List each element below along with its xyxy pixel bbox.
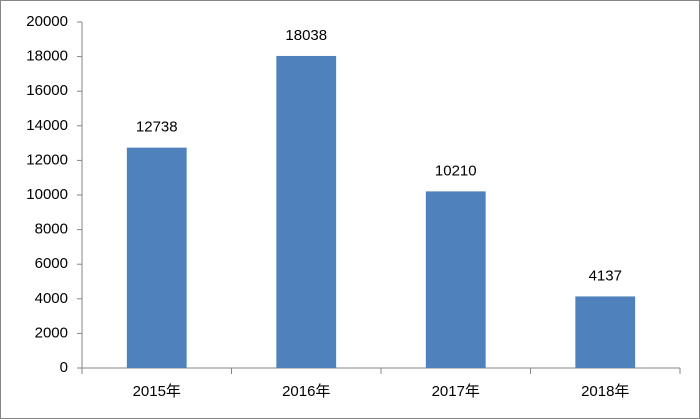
bar [425, 191, 486, 368]
y-tick-label: 6000 [35, 255, 68, 272]
value-label: 18038 [285, 27, 327, 44]
y-tick-label: 0 [60, 359, 68, 376]
bar [276, 55, 337, 369]
bar [575, 296, 636, 368]
bar [126, 147, 187, 368]
y-tick-label: 12000 [26, 151, 68, 168]
x-tick-label: 2016年 [282, 383, 330, 400]
y-tick-label: 16000 [26, 82, 68, 99]
x-tick-label: 2018年 [581, 383, 629, 400]
y-tick-label: 8000 [35, 221, 68, 238]
value-label: 12738 [136, 119, 178, 136]
value-label: 4137 [589, 267, 622, 284]
y-tick-label: 4000 [35, 290, 68, 307]
value-label: 10210 [435, 162, 477, 179]
y-tick-label: 2000 [35, 324, 68, 341]
x-tick-label: 2015年 [133, 383, 181, 400]
x-tick-label: 2017年 [432, 383, 480, 400]
y-tick-label: 10000 [26, 186, 68, 203]
y-tick-label: 20000 [26, 13, 68, 30]
y-tick-label: 18000 [26, 48, 68, 65]
y-tick-label: 14000 [26, 117, 68, 134]
